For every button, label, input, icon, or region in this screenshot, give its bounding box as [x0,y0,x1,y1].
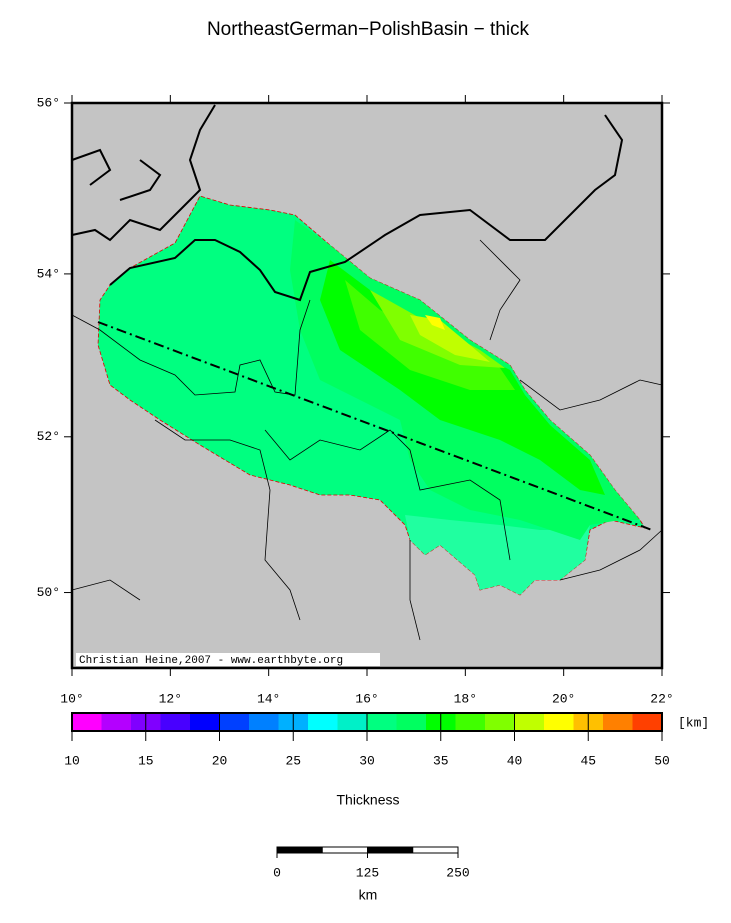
colorbar-tick-label: 40 [507,753,523,768]
x-tick-label: 20° [552,691,575,706]
scale-bar: 0 125 250 [273,846,470,880]
colorbar-swatch [72,713,102,731]
colorbar-swatch [485,713,515,731]
colorbar-tick-label: 35 [433,753,449,768]
colorbar-swatch [455,713,486,731]
scale-tick-label: 250 [446,865,469,880]
colorbar-swatch [101,713,132,731]
colorbar-swatch [249,713,279,731]
scale-bar-unit: km [359,887,378,903]
basin-zone [425,315,445,330]
colorbar-swatch [219,713,250,731]
scale-segment [321,846,368,854]
colorbar-swatch [396,713,427,731]
scale-segment [412,846,459,854]
colorbar-unit: [km] [678,715,709,730]
borders [71,239,663,641]
coastline [71,104,624,302]
axes: 10° 12° 14° 16° 18° 20° 22° 50° 52° 54° 56° [37,95,674,706]
colorbar-tick-label: 15 [138,753,154,768]
colorbar-swatch [367,713,397,731]
colorbar-swatch [337,713,368,731]
credit: Christian Heine,2007 - www.earthbyte.org [79,655,343,667]
x-tick-label: 10° [60,691,83,706]
colorbar: 10 15 20 25 30 35 40 45 50 [64,712,670,768]
colorbar-tick-label: 30 [359,753,375,768]
map-area: Christian Heine,2007 - www.earthbyte.org [70,101,664,670]
colorbar-swatch [632,713,663,731]
y-tick-label: 54° [37,266,60,281]
colorbar-tick-label: 50 [654,753,670,768]
credit-box [76,653,380,666]
y-tick-label: 56° [37,95,60,110]
colorbar-swatch [190,713,220,731]
colorbar-label: Thickness [336,792,399,808]
colorbar-swatch [308,713,338,731]
colorbar-tick-label: 45 [580,753,596,768]
map-title: NortheastGerman−PolishBasin − thick [207,19,530,40]
colorbar-tick-label: 25 [285,753,301,768]
x-tick-label: 18° [454,691,477,706]
scale-tick-label: 0 [273,865,281,880]
scale-segment [367,846,414,854]
x-tick-label: 12° [159,691,182,706]
x-tick-label: 16° [355,691,378,706]
scale-segment [276,846,323,854]
y-tick-label: 50° [37,585,60,600]
colorbar-swatch [603,713,633,731]
colorbar-swatch [514,713,545,731]
x-tick-label: 14° [257,691,280,706]
basin-zone [410,315,490,362]
y-tick-label: 52° [37,429,60,444]
x-tick-label: 22° [650,691,673,706]
colorbar-tick-label: 10 [64,753,80,768]
colorbar-tick-label: 20 [212,753,228,768]
basin-south [405,515,590,595]
colorbar-swatch [544,713,574,731]
colorbar-swatch [160,713,191,731]
scale-tick-label: 125 [356,865,379,880]
profile-line [97,321,653,531]
